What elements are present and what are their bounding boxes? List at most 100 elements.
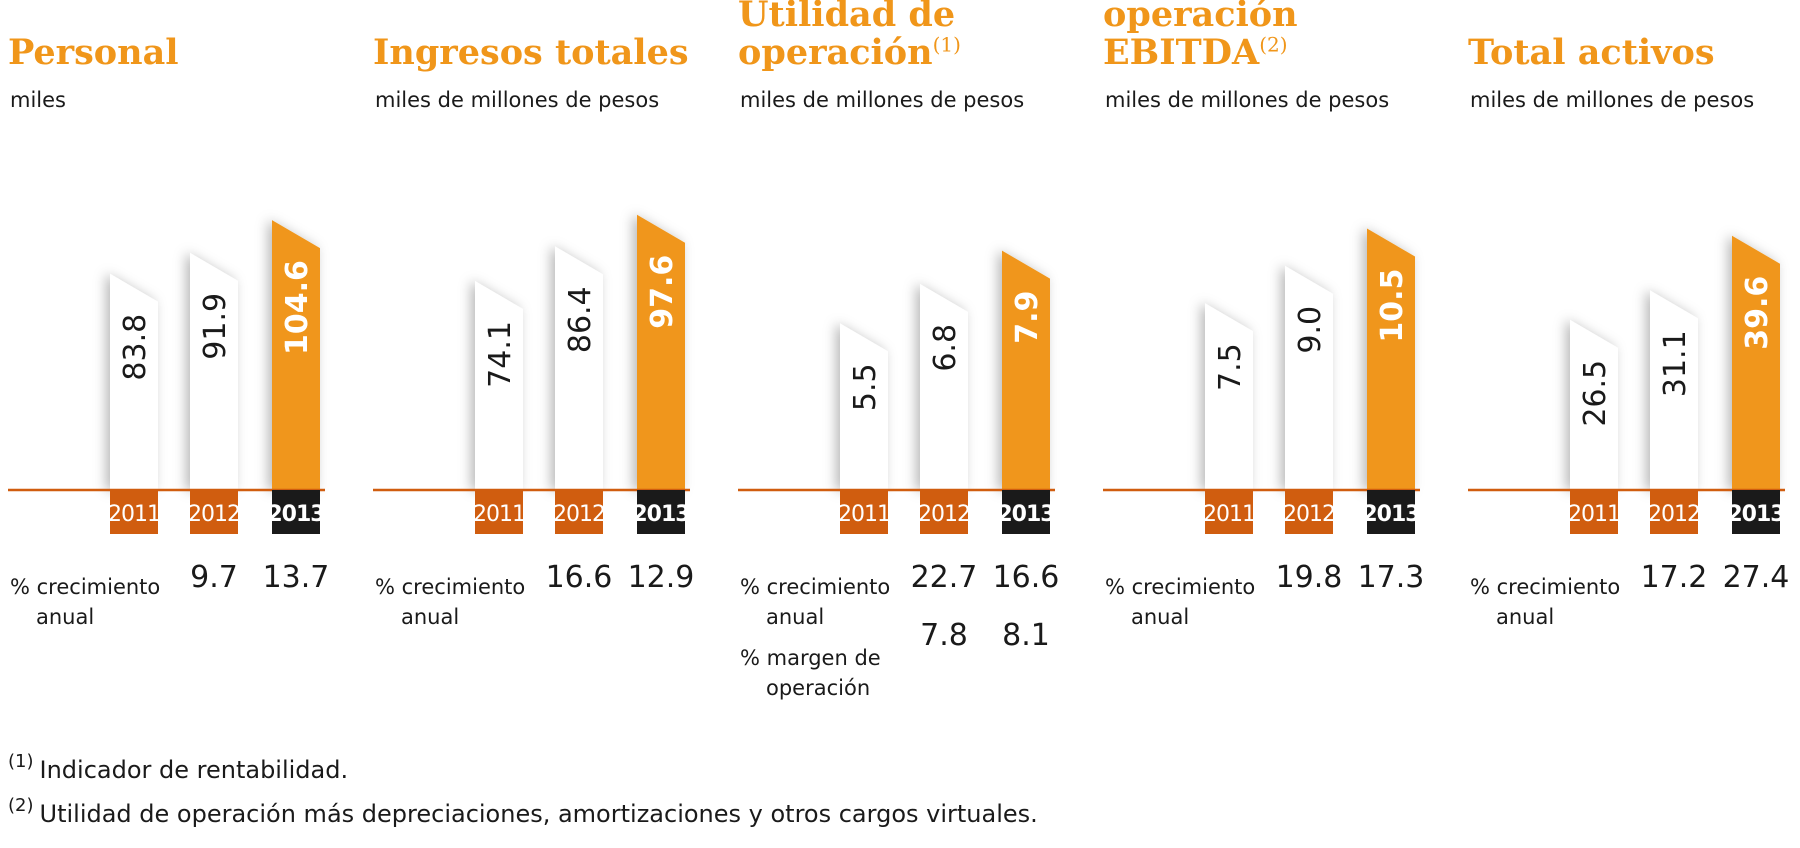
x-tick-label: 2012 <box>1283 502 1335 527</box>
chart-panel-2: Ingresos totales miles de millones de pes… <box>365 0 694 720</box>
chart-panel-3: Utilidad de operación(1) miles de millone… <box>730 0 1059 720</box>
growth-label-line: % crecimiento <box>1470 575 1621 599</box>
chart-title: Flujo bruto de operación EBITDA(2) <box>1103 0 1433 72</box>
footnote-1-text: Indicador de rentabilidad. <box>39 756 349 784</box>
year-tick-box <box>1367 490 1415 534</box>
chart-title-text: Total activos <box>1468 32 1715 73</box>
year-tick-box <box>920 490 968 534</box>
growth-row-label: % crecimiento anual <box>1470 572 1620 632</box>
growth-label-line: % crecimiento <box>375 575 526 599</box>
bar-value-label: 104.6 <box>280 260 315 355</box>
year-tick-box <box>840 490 888 534</box>
chart-unit: miles de millones de pesos <box>740 88 1025 112</box>
chart-title-text: Ingresos totales <box>373 32 689 73</box>
growth-value: 19.8 <box>1275 560 1343 595</box>
bar-value-label: 7.9 <box>1010 291 1045 344</box>
year-tick-box <box>1285 490 1333 534</box>
chart-unit: miles <box>10 88 66 112</box>
chart-unit: miles de millones de pesos <box>1470 88 1755 112</box>
footnote-1: (1) Indicador de rentabilidad. <box>8 748 1708 792</box>
bar-2012 <box>555 246 603 490</box>
chart-title-text: Flujo bruto de operación EBITDA <box>1103 0 1298 73</box>
bar-value-label: 6.8 <box>928 324 963 372</box>
bar-2013 <box>272 220 320 490</box>
year-tick-box <box>272 490 320 534</box>
bar-2012 <box>920 283 968 490</box>
growth-value: 27.4 <box>1722 560 1790 595</box>
x-tick-label: 2011 <box>108 502 160 527</box>
growth-value: 22.7 <box>910 560 978 595</box>
chart-title-footnote-mark: (1) <box>932 32 961 57</box>
chart-title-text: Utilidad de operación <box>738 0 956 73</box>
bar-2013 <box>637 214 685 490</box>
x-tick-label: 2012 <box>188 502 240 527</box>
bar-chart: 7.5 9.0 10.5 2011 2012 2013 <box>1103 228 1421 534</box>
bar-2013 <box>1002 250 1050 490</box>
year-tick-box <box>555 490 603 534</box>
margin-label-line: % margen de <box>740 646 881 670</box>
x-tick-label: 2013 <box>267 502 324 527</box>
bar-2011 <box>840 323 888 490</box>
bar-2012 <box>1285 265 1333 490</box>
footnote-2: (2) Utilidad de operación más depreciacio… <box>8 792 1708 836</box>
margin-value: 8.1 <box>1002 618 1050 653</box>
footnote-1-mark: (1) <box>8 751 34 772</box>
bar-value-label: 31.1 <box>1658 330 1693 397</box>
year-tick-box <box>1732 490 1780 534</box>
chart-panel-1: Personal miles 83.8 91.9 104.6 2011 2012 2013 % … <box>0 0 329 720</box>
chart-unit: miles de millones de pesos <box>1105 88 1390 112</box>
chart-title: Ingresos totales <box>373 34 703 72</box>
growth-value: 16.6 <box>545 560 613 595</box>
growth-label-line: anual <box>401 605 460 629</box>
year-tick-box <box>1570 490 1618 534</box>
bar-2013 <box>1367 228 1415 491</box>
chart-panel-5: Total activos miles de millones de pesos 2… <box>1460 0 1789 720</box>
footnotes: (1) Indicador de rentabilidad. (2) Utilida… <box>8 748 1708 836</box>
bar-2011 <box>475 281 523 490</box>
year-tick-box <box>1205 490 1253 534</box>
bar-2012 <box>1650 290 1698 490</box>
year-tick-box <box>1002 490 1050 534</box>
margin-value: 7.8 <box>920 618 968 653</box>
growth-value: 9.7 <box>190 560 238 595</box>
bar-value-label: 39.6 <box>1740 276 1775 350</box>
x-tick-label: 2011 <box>1203 502 1255 527</box>
bar-2011 <box>1570 319 1618 490</box>
bar-value-label: 5.5 <box>848 363 883 411</box>
growth-label-line: % crecimiento <box>740 575 891 599</box>
chart-title: Personal <box>8 34 338 72</box>
chart-title-footnote-mark: (2) <box>1259 32 1288 57</box>
margin-row-label: % margen de operación <box>740 643 881 703</box>
bar-value-label: 91.9 <box>198 293 233 360</box>
bar-value-label: 26.5 <box>1578 360 1613 427</box>
growth-label-line: anual <box>1496 605 1555 629</box>
growth-value: 17.2 <box>1640 560 1708 595</box>
chart-title: Utilidad de operación(1) <box>738 0 1068 72</box>
x-tick-label: 2013 <box>1362 502 1419 527</box>
bar-value-label: 86.4 <box>563 286 598 353</box>
year-tick-box <box>637 490 685 534</box>
bar-chart: 5.5 6.8 7.9 2011 2012 2013 <box>738 250 1056 534</box>
bar-chart: 74.1 86.4 97.6 2011 2012 2013 <box>373 214 691 534</box>
bar-value-label: 83.8 <box>118 314 153 381</box>
growth-label-line: anual <box>1131 605 1190 629</box>
chart-panel-4: Flujo bruto de operación EBITDA(2) miles … <box>1095 0 1424 720</box>
bar-2011 <box>110 273 158 490</box>
x-tick-label: 2011 <box>473 502 525 527</box>
growth-label-line: anual <box>36 605 95 629</box>
growth-label-line: anual <box>766 605 825 629</box>
x-tick-label: 2012 <box>918 502 970 527</box>
growth-row-label: % crecimiento anual <box>740 572 890 632</box>
bar-chart: 26.5 31.1 39.6 2011 2012 2013 <box>1468 235 1786 534</box>
x-tick-label: 2013 <box>632 502 689 527</box>
bar-2013 <box>1732 235 1780 490</box>
bar-2011 <box>1205 303 1253 490</box>
x-tick-label: 2012 <box>1648 502 1700 527</box>
bar-value-label: 7.5 <box>1213 343 1248 391</box>
bar-2012 <box>190 252 238 490</box>
bar-value-label: 10.5 <box>1375 269 1410 343</box>
x-tick-label: 2011 <box>838 502 890 527</box>
bar-value-label: 97.6 <box>645 255 680 329</box>
margin-label-line: operación <box>766 676 871 700</box>
year-tick-box <box>475 490 523 534</box>
